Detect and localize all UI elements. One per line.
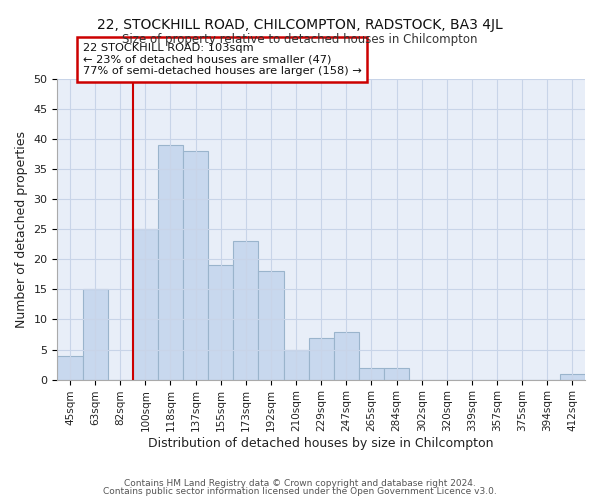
- Bar: [284, 350, 308, 380]
- Bar: [133, 230, 158, 380]
- X-axis label: Distribution of detached houses by size in Chilcompton: Distribution of detached houses by size …: [148, 437, 494, 450]
- Bar: [334, 332, 359, 380]
- Bar: [183, 151, 208, 380]
- Text: Size of property relative to detached houses in Chilcompton: Size of property relative to detached ho…: [122, 32, 478, 46]
- Bar: [308, 338, 334, 380]
- Bar: [233, 242, 259, 380]
- Bar: [208, 266, 233, 380]
- Y-axis label: Number of detached properties: Number of detached properties: [15, 131, 28, 328]
- Bar: [259, 272, 284, 380]
- Bar: [359, 368, 384, 380]
- Text: 22, STOCKHILL ROAD, CHILCOMPTON, RADSTOCK, BA3 4JL: 22, STOCKHILL ROAD, CHILCOMPTON, RADSTOC…: [97, 18, 503, 32]
- Bar: [158, 145, 183, 380]
- Bar: [58, 356, 83, 380]
- Text: 22 STOCKHILL ROAD: 103sqm
← 23% of detached houses are smaller (47)
77% of semi-: 22 STOCKHILL ROAD: 103sqm ← 23% of detac…: [83, 43, 361, 76]
- Bar: [384, 368, 409, 380]
- Text: Contains HM Land Registry data © Crown copyright and database right 2024.: Contains HM Land Registry data © Crown c…: [124, 478, 476, 488]
- Text: Contains public sector information licensed under the Open Government Licence v3: Contains public sector information licen…: [103, 487, 497, 496]
- Bar: [83, 290, 107, 380]
- Bar: [560, 374, 585, 380]
